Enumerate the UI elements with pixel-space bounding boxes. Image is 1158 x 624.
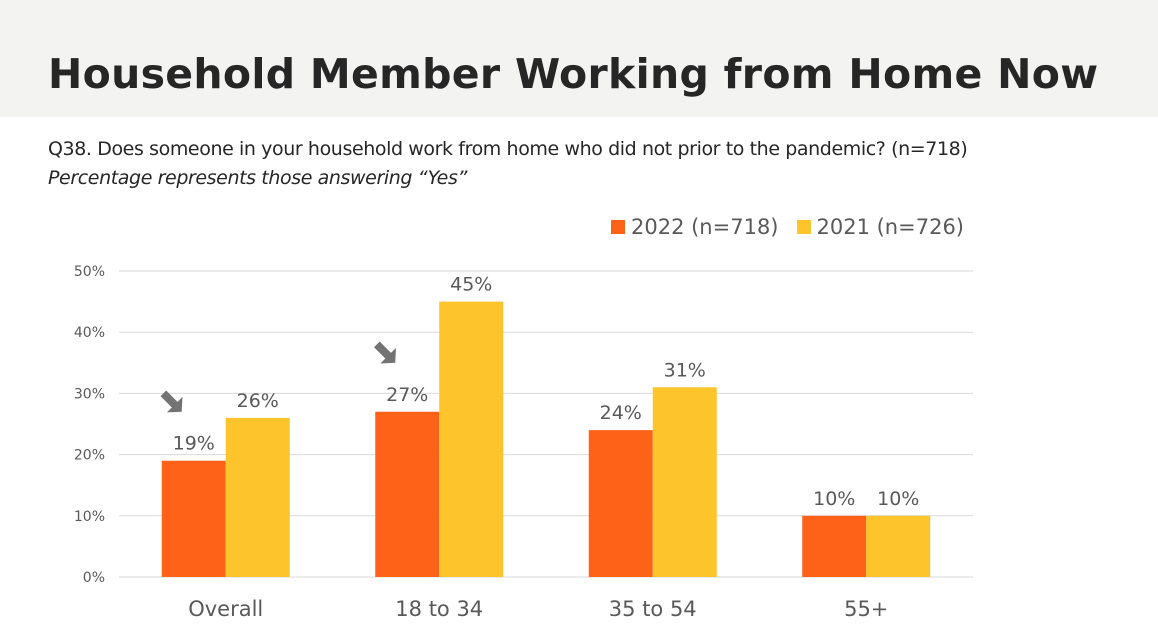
arrow-icon	[374, 341, 396, 364]
legend-swatch-2022	[611, 220, 625, 234]
legend-item-2021: 2021 (n=726)	[796, 215, 965, 239]
legend-label-2022: 2022 (n=718)	[631, 215, 779, 239]
x-tick-label: 55+	[844, 597, 888, 621]
y-tick-label: 30%	[74, 386, 105, 402]
bar-2022	[588, 430, 653, 577]
y-tick-label: 10%	[74, 509, 105, 525]
data-label: 10%	[813, 488, 855, 510]
x-tick-label: 18 to 34	[395, 597, 483, 621]
chart-note: Percentage represents those answering “Y…	[48, 167, 467, 189]
legend-swatch-2021	[796, 220, 811, 234]
survey-question: Q38. Does someone in your household work…	[48, 138, 968, 160]
arrow-icon-shape	[160, 390, 183, 413]
bar-2021	[652, 387, 717, 577]
legend-label-2021: 2021 (n=726)	[816, 215, 965, 239]
bar-2021	[439, 301, 504, 577]
chart-legend: 2022 (n=718) 2021 (n=726)	[593, 215, 964, 239]
y-tick-label: 0%	[83, 570, 105, 586]
bar-2022	[802, 515, 867, 577]
data-label: 19%	[173, 433, 215, 455]
arrow-icon-shape	[374, 341, 396, 364]
data-label: 10%	[877, 488, 919, 510]
bar-2021	[225, 417, 290, 577]
header-band	[0, 0, 1158, 117]
data-label: 31%	[664, 359, 706, 381]
bar-2021	[866, 515, 931, 577]
bar-2022	[375, 411, 440, 577]
legend-item-2022: 2022 (n=718)	[611, 215, 779, 239]
data-label: 24%	[600, 402, 642, 424]
x-tick-label: Overall	[188, 597, 263, 621]
bar-2022	[161, 460, 226, 577]
data-label: 27%	[386, 384, 428, 406]
page-title: Household Member Working from Home Now	[48, 50, 1099, 98]
y-tick-label: 50%	[74, 264, 105, 280]
y-tick-label: 40%	[74, 325, 105, 341]
arrow-icon	[160, 390, 183, 413]
data-label: 45%	[450, 274, 492, 296]
data-label: 26%	[237, 390, 279, 412]
y-tick-label: 20%	[74, 448, 105, 464]
x-tick-label: 35 to 54	[609, 597, 697, 621]
